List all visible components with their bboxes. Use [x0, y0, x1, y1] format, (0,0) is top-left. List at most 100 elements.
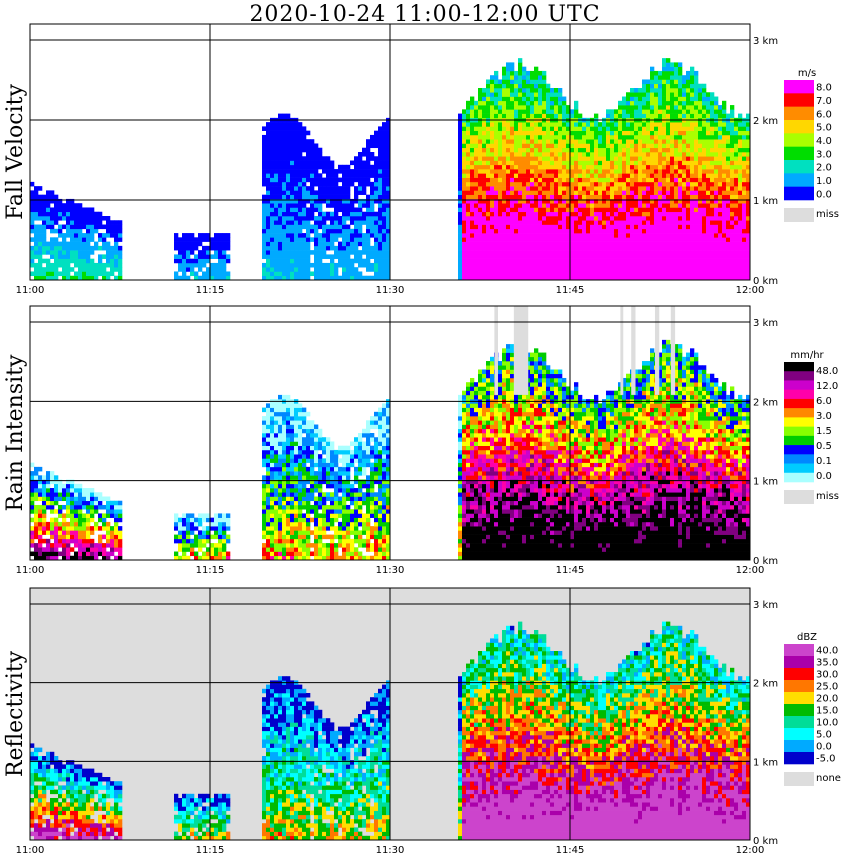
heatmap-cell — [618, 207, 623, 213]
heatmap-cell — [382, 207, 387, 213]
heatmap-cell — [286, 258, 291, 264]
heatmap-cell — [522, 105, 527, 110]
heatmap-cell — [714, 152, 719, 157]
heatmap-cell — [354, 211, 359, 217]
heatmap-cell — [478, 267, 483, 272]
heatmap-cell — [634, 220, 639, 225]
heatmap-cell — [506, 245, 511, 251]
heatmap-cell — [694, 109, 699, 114]
heatmap-cell — [594, 271, 599, 277]
heatmap-cell — [578, 139, 583, 144]
heatmap-cell — [322, 186, 327, 191]
heatmap-cell — [290, 190, 295, 195]
heatmap-cell — [482, 190, 487, 195]
heatmap-cell — [270, 130, 275, 136]
heatmap-cell — [362, 169, 367, 174]
heatmap-cell — [562, 156, 567, 161]
heatmap-cell — [350, 198, 355, 204]
heatmap-cell — [282, 164, 287, 170]
heatmap-cell — [522, 66, 527, 72]
heatmap-cell — [722, 186, 727, 191]
heatmap-cell — [34, 496, 39, 502]
heatmap-cell — [374, 134, 379, 140]
heatmap-cell — [506, 79, 511, 85]
heatmap-cell — [198, 258, 203, 264]
heatmap-cell — [582, 169, 587, 174]
heatmap-cell — [678, 220, 683, 225]
heatmap-cell — [178, 250, 183, 255]
heatmap-cell — [638, 181, 643, 187]
heatmap-cell — [294, 220, 299, 225]
heatmap-cell — [718, 152, 723, 157]
heatmap-cell — [366, 237, 371, 242]
heatmap-cell — [686, 228, 691, 234]
heatmap-cell — [474, 237, 479, 242]
heatmap-cell — [698, 122, 703, 127]
heatmap-cell — [386, 271, 391, 277]
heatmap-cell — [662, 237, 667, 242]
heatmap-cell — [290, 211, 295, 217]
heatmap-cell — [58, 224, 63, 230]
heatmap-cell — [374, 262, 379, 268]
heatmap-cell — [626, 224, 631, 230]
heatmap-cell — [82, 207, 87, 213]
heatmap-cell — [674, 181, 679, 187]
heatmap-cell — [194, 271, 199, 277]
heatmap-cell — [222, 250, 227, 255]
heatmap-cell — [694, 130, 699, 136]
heatmap-cell — [46, 521, 51, 527]
heatmap-cell — [474, 241, 479, 247]
heatmap-cell — [742, 207, 747, 213]
heatmap-cell — [534, 267, 539, 272]
heatmap-cell — [690, 198, 695, 204]
heatmap-cell — [510, 160, 515, 166]
heatmap-cell — [494, 70, 499, 76]
heatmap-cell — [322, 198, 327, 204]
heatmap-cell — [290, 147, 295, 153]
heatmap-cell — [662, 198, 667, 204]
heatmap-cell — [574, 194, 579, 200]
heatmap-cell — [514, 164, 519, 170]
heatmap-cell — [610, 228, 615, 234]
heatmap-cell — [734, 126, 739, 131]
heatmap-cell — [566, 233, 571, 238]
heatmap-cell — [738, 267, 743, 272]
heatmap-cell — [638, 237, 643, 242]
heatmap-cell — [714, 194, 719, 200]
heatmap-cell — [702, 220, 707, 225]
heatmap-cell — [494, 198, 499, 204]
heatmap-cell — [594, 126, 599, 131]
heatmap-cell — [42, 475, 47, 480]
heatmap-cell — [78, 203, 83, 208]
heatmap-cell — [602, 130, 607, 136]
heatmap-cell — [74, 245, 79, 251]
heatmap-cell — [186, 233, 191, 238]
heatmap-cell — [586, 216, 591, 221]
heatmap-cell — [578, 254, 583, 259]
heatmap-cell — [742, 228, 747, 234]
heatmap-cell — [698, 113, 703, 119]
heatmap-cell — [466, 220, 471, 225]
heatmap-cell — [678, 216, 683, 221]
heatmap-cell — [266, 130, 271, 136]
heatmap-cell — [570, 160, 575, 166]
heatmap-cell — [694, 211, 699, 217]
heatmap-cell — [370, 173, 375, 178]
heatmap-cell — [314, 156, 319, 161]
heatmap-cell — [542, 241, 547, 247]
heatmap-cell — [626, 237, 631, 242]
heatmap-cell — [670, 224, 675, 230]
heatmap-cell — [722, 139, 727, 144]
heatmap-cell — [490, 75, 495, 80]
heatmap-cell — [54, 254, 59, 259]
heatmap-cell — [658, 233, 663, 238]
heatmap-cell — [566, 134, 571, 140]
heatmap-cell — [642, 83, 647, 89]
heatmap-cell — [670, 258, 675, 264]
heatmap-cell — [570, 207, 575, 213]
heatmap-cell — [290, 134, 295, 140]
heatmap-cell — [98, 220, 103, 225]
heatmap-cell — [582, 228, 587, 234]
heatmap-cell — [518, 220, 523, 225]
heatmap-cell — [622, 250, 627, 255]
